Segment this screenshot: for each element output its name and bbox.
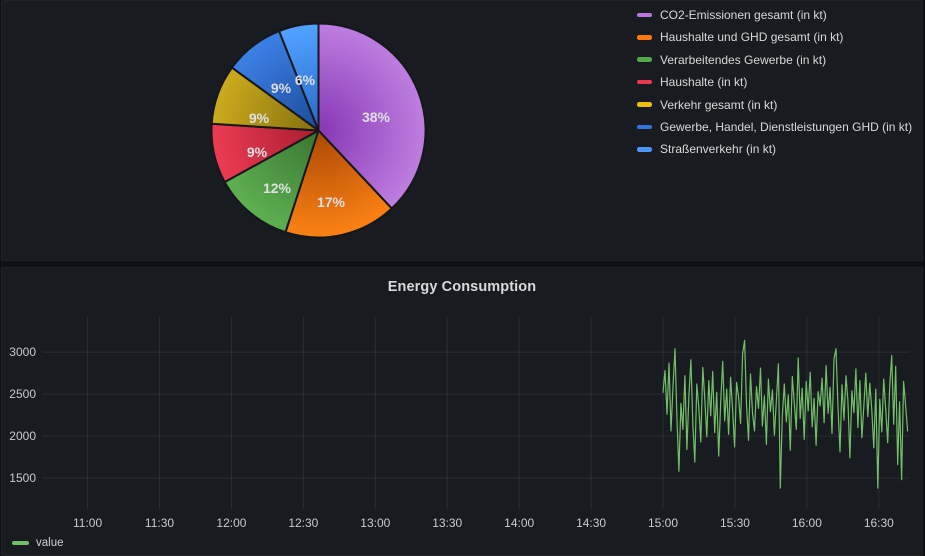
x-axis-tick-label: 13:00 [360,516,390,530]
legend-item-label: Haushalte und GHD gesamt (in kt) [660,30,844,45]
co2-pie-panel: 38% 17% 12% 9% 9% 9% 6% CO2-Emissionen gesamt … [1,0,923,261]
legend-swatch-icon [637,35,652,40]
legend-item-label: Verkehr gesamt (in kt) [660,97,778,112]
legend-swatch-icon [637,124,652,130]
y-axis-tick-label: 2000 [9,429,36,443]
y-axis-tick-label: 1500 [9,471,36,485]
x-axis-tick-label: 12:30 [288,516,318,530]
value-series-line [662,339,909,489]
pie-slice-percentage-label: 38% [362,109,391,125]
series-legend-marker-icon [12,540,29,546]
legend-item[interactable]: Haushalte und GHD gesamt (in kt) [637,31,912,43]
x-axis-tick-label: 15:00 [648,516,678,530]
legend-item[interactable]: Verkehr gesamt (in kt) [637,99,912,111]
legend-item[interactable]: Straßenverkehr (in kt) [637,143,912,155]
pie-slice-percentage-label: 6% [295,72,316,88]
legend-item[interactable]: Verarbeitendes Gewerbe (in kt) [637,54,912,66]
pie-slice-percentage-label: 9% [271,80,292,96]
x-axis-tick-label: 13:30 [432,516,462,530]
pie-slice[interactable] [278,22,320,132]
pie-slice-percentage-label: 9% [247,144,268,160]
energy-time-series-chart: 1500 2000 2500 3000 11:00 11:30 12:00 12:30 13:0… [9,317,910,530]
series-legend-label: value [36,537,64,549]
panel-divider [0,261,925,267]
legend-item[interactable]: Gewerbe, Handel, Dienstleistungen GHD (i… [637,121,912,133]
x-axis-tick-label: 15:30 [720,516,750,530]
legend-swatch-icon [637,79,652,85]
pie-slice-percentage-label: 12% [263,180,292,196]
x-axis-tick-label: 14:00 [504,516,534,530]
pie-slice-percentage-label: 9% [249,110,270,126]
legend-item-label: Straßenverkehr (in kt) [660,142,777,157]
x-axis-tick-label: 16:00 [792,516,822,530]
legend-swatch-icon [637,57,652,63]
legend-item-label: Gewerbe, Handel, Dienstleistungen GHD (i… [660,119,913,134]
legend-item-label: Verarbeitendes Gewerbe (in kt) [660,52,827,67]
pie-legend: CO2-Emissionen gesamt (in kt) Haushalte u… [637,9,912,166]
y-axis-tick-label: 2500 [9,387,36,401]
pie-slice[interactable] [317,22,427,210]
panel-title: Energy Consumption [387,279,537,295]
legend-item-label: Haushalte (in kt) [660,75,748,90]
pie-slice[interactable] [223,129,320,234]
series-legend-item[interactable]: value [12,537,64,549]
x-axis-tick-label: 16:30 [864,516,894,530]
legend-item[interactable]: CO2-Emissionen gesamt (in kt) [637,9,912,21]
energy-consumption-panel: Energy Consumption 1500 2000 2500 3000 11:00… [1,267,923,556]
x-axis-tick-label: 12:00 [216,516,246,530]
pie-slice[interactable] [284,129,393,239]
y-axis-tick-label: 3000 [9,345,36,359]
legend-swatch-icon [637,12,652,18]
x-axis-tick-label: 11:30 [145,516,174,530]
legend-swatch-icon [637,147,652,152]
legend-item[interactable]: Haushalte (in kt) [637,76,912,88]
pie-slice-percentage-label: 17% [317,194,346,210]
x-axis-tick-label: 11:00 [73,516,102,530]
pie-chart: 38%17%12%9%9%9% 6% [210,22,427,239]
x-axis-tick-label: 14:30 [576,516,606,530]
legend-swatch-icon [637,102,652,107]
legend-item-label: CO2-Emissionen gesamt (in kt) [660,8,827,22]
